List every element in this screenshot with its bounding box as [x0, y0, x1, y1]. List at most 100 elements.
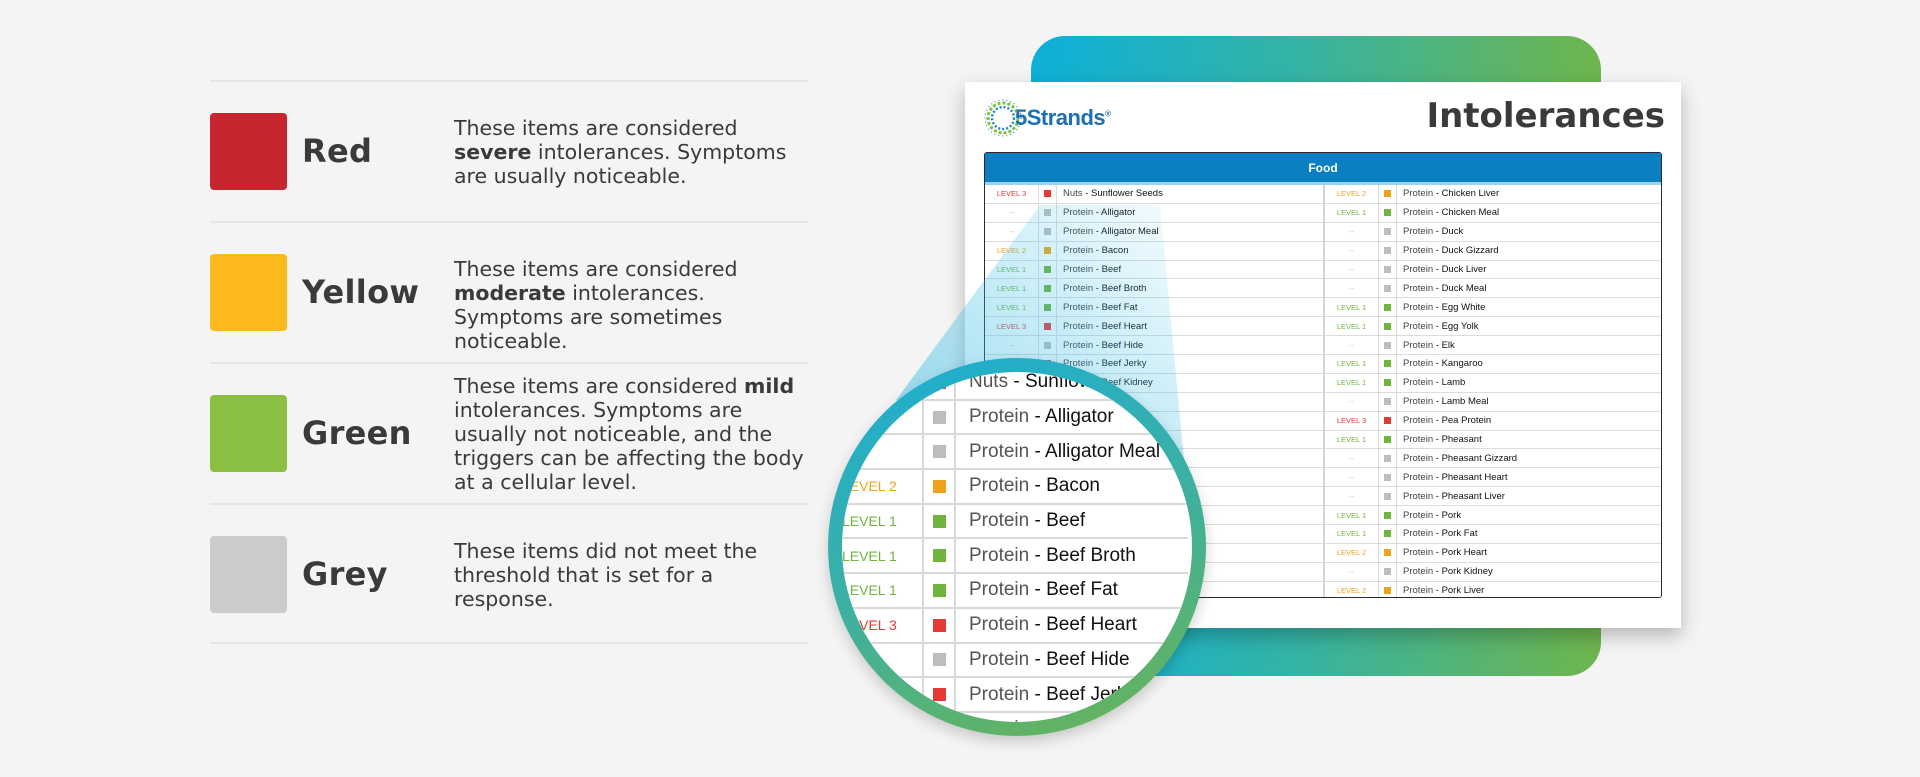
legend-description-red: These items are considered severe intole… [454, 116, 787, 188]
food-item: Protein - Pork Kidney [1397, 566, 1493, 577]
severity-cell [1379, 317, 1397, 336]
severity-square-icon [1384, 549, 1391, 557]
food-name: Alligator [1045, 406, 1114, 428]
separator: - [1029, 614, 1047, 636]
severity-square-icon [1384, 568, 1391, 576]
table-row: LEVEL 1 Protein - Beef Broth [842, 539, 1188, 575]
food-category: Protein [1403, 339, 1434, 351]
table-row: LEVEL 1 Protein - Lamb [1325, 373, 1661, 393]
food-name: Beef Heart [1101, 320, 1147, 332]
table-row: -- Protein - Alligator Meal [985, 222, 1323, 242]
food-name: Duck Meal [1441, 282, 1487, 294]
food-item: Protein - Beef Heart [1057, 321, 1147, 332]
severity-cell [1379, 241, 1397, 260]
level-cell: LEVEL 2 [842, 470, 924, 503]
severity-square-icon [1384, 492, 1391, 500]
level-cell: LEVEL 1 [985, 298, 1039, 317]
severity-square-icon [932, 618, 946, 632]
legend-label-green: Green [302, 414, 412, 452]
food-name: Pheasant Heart [1441, 471, 1508, 483]
food-category: Protein [969, 440, 1030, 462]
legend-description-grey: These items did not meet the threshold t… [454, 539, 758, 611]
separator: - [1433, 528, 1442, 540]
legend-row-grey: Grey These items did not meet the thresh… [210, 503, 808, 644]
severity-cell [924, 504, 956, 538]
food-name: Egg Yolk [1441, 320, 1479, 332]
table-row: LEVEL 1 Protein - Pork [1325, 506, 1661, 526]
food-name: Lamb Meal [1441, 396, 1489, 408]
food-item: Protein - Bacon [956, 475, 1100, 497]
food-name: Sunflower Seeds [1091, 188, 1163, 200]
severity-cell [1039, 298, 1057, 317]
food-item: Protein - Bacon [1057, 245, 1129, 256]
food-name: Beef Hide [1046, 648, 1130, 670]
food-name: Pork Liver [1441, 585, 1485, 597]
legend-row-green: Green These items are considered mild in… [210, 362, 808, 503]
severity-square-icon [1384, 322, 1391, 330]
food-name: Chicken Liver [1441, 188, 1500, 200]
food-category: Protein [1403, 471, 1434, 483]
food-item: Protein - Pork Heart [1397, 547, 1487, 558]
separator: - [1093, 339, 1102, 351]
separator: - [1093, 245, 1102, 257]
food-item: Protein - Pheasant [1397, 434, 1482, 445]
separator: - [1029, 510, 1047, 532]
food-item: Protein - Pork Fat [1397, 528, 1477, 539]
separator: - [1433, 490, 1442, 502]
table-row: -- Protein - Pheasant Gizzard [1325, 449, 1661, 469]
severity-square-icon [932, 479, 946, 493]
table-row: -- Protein - Duck Meal [1325, 279, 1661, 299]
severity-cell [1379, 222, 1397, 241]
separator: - [1433, 226, 1442, 238]
food-item: Protein - Chicken Meal [1397, 207, 1499, 218]
food-item: Protein - Lamb Meal [1397, 396, 1489, 407]
food-name: Kangaroo [1441, 358, 1483, 370]
food-category: Protein [969, 648, 1030, 670]
food-category: Protein [969, 718, 1029, 722]
food-category: Protein [1403, 415, 1434, 427]
table-row: -- Protein - Alligator [985, 203, 1323, 223]
severity-square-icon [1384, 228, 1391, 236]
severity-cell [924, 372, 956, 399]
severity-cell [1379, 487, 1397, 506]
level-cell: 3 [842, 678, 924, 711]
separator: - [1029, 406, 1046, 428]
separator: - [1433, 547, 1442, 559]
food-item: Protein - Alligator Meal [1057, 226, 1159, 237]
food-category: Protein [969, 683, 1030, 705]
table-row: LEVEL 1 Protein - Beef [985, 260, 1323, 280]
level-cell: LEVEL 1 [842, 539, 924, 573]
severity-square-icon [932, 445, 946, 459]
food-item: Protein - Pheasant Heart [1397, 472, 1508, 483]
level-cell: -- [985, 203, 1039, 222]
food-item: Protein - Duck [1397, 226, 1463, 237]
level-cell: LEVEL 1 [1325, 525, 1379, 543]
severity-cell [1039, 185, 1057, 203]
level-cell: -- [1325, 468, 1379, 487]
severity-square-icon [1384, 360, 1391, 368]
severity-cell [1379, 336, 1397, 355]
food-category: Protein [1403, 377, 1434, 389]
food-item: Protein - Chicken Liver [1397, 188, 1499, 199]
level-cell: LEVEL 1 [842, 504, 924, 538]
food-category: Protein [1403, 509, 1434, 521]
food-name: Beef [1046, 510, 1086, 532]
food-item: Protein - Beef Broth [1057, 283, 1146, 294]
food-category: Protein [1063, 339, 1094, 351]
severity-square-icon [1384, 398, 1391, 406]
separator: - [1029, 683, 1047, 705]
level-cell: LEVEL 2 [1325, 581, 1379, 597]
severity-square-icon [932, 410, 946, 424]
level-cell: -- [1325, 279, 1379, 298]
table-row: Protein - [842, 712, 1188, 722]
table-row: -- Protein - Pheasant Liver [1325, 487, 1661, 507]
food-item: Protein - Duck Meal [1397, 283, 1486, 294]
level-cell: LEVEL 1 [985, 279, 1039, 298]
food-category: Protein [1403, 434, 1434, 446]
food-item: Protein - Beef Hide [956, 649, 1130, 671]
food-name: Beef Heart [1046, 614, 1137, 636]
food-category: Protein [1403, 528, 1434, 540]
table-row: LEVEL 1 Protein - Pork Fat [1325, 525, 1661, 544]
table-row: LEVEL 1 Protein - Beef Broth [985, 279, 1323, 299]
separator: - [1433, 396, 1442, 408]
